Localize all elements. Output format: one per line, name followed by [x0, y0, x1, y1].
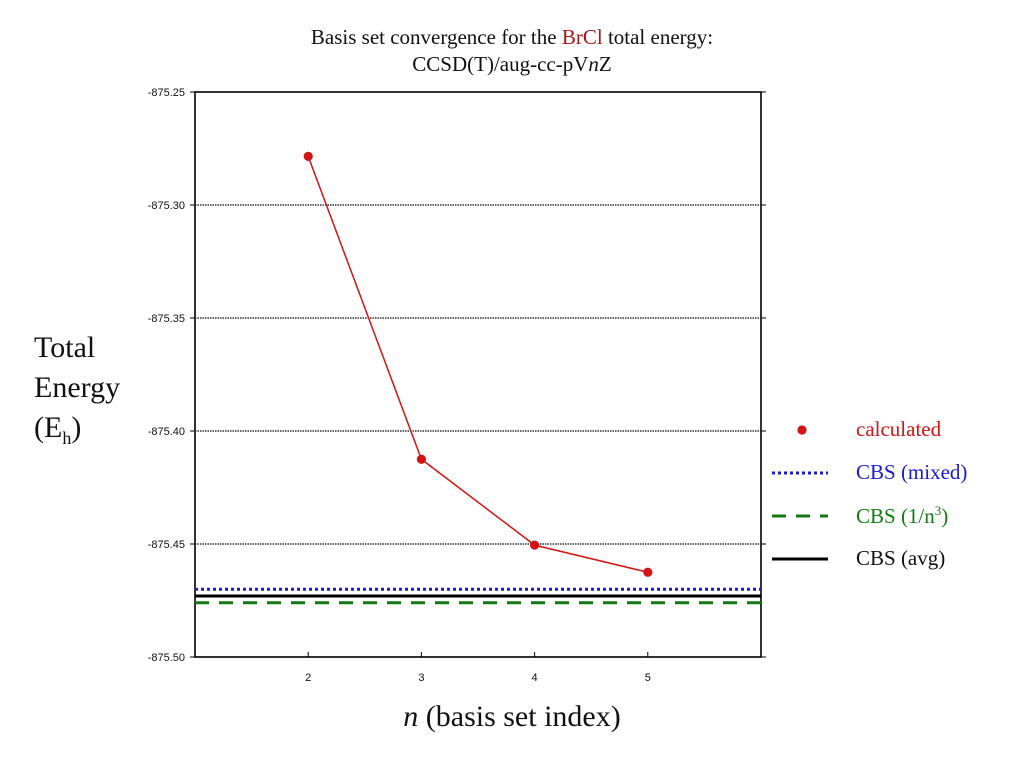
method-suffix: Z: [598, 52, 612, 76]
legend-line-dashed: [772, 514, 828, 518]
method-prefix: CCSD(T)/aug-cc-pV: [412, 52, 589, 76]
y-unit-prefix: (E: [34, 411, 63, 444]
legend-item-cbs-inv-n3: CBS (1/n3): [772, 498, 1012, 541]
legend-inv-n3-prefix: CBS (1/n: [856, 504, 935, 528]
calculated-line: [307, 156, 648, 573]
y-axis-label-line2: Energy: [34, 371, 121, 404]
title-molecule: BrCl: [561, 25, 603, 49]
legend-marker-dot: [797, 425, 807, 435]
chart-title-line2: CCSD(T)/aug-cc-pVnZ: [0, 51, 1024, 78]
calculated-point: [303, 151, 313, 162]
legend-inv-n3-sup: 3: [934, 503, 942, 518]
legend-line-solid: [772, 557, 828, 561]
calculated-series: [303, 151, 653, 577]
grid-lines: [195, 204, 761, 545]
y-tick-label: -875.45: [148, 539, 185, 551]
calculated-point: [530, 540, 540, 550]
y-unit-suffix: ): [71, 411, 82, 444]
x-tick-label: 4: [532, 672, 538, 684]
plot-frame: [194, 91, 762, 658]
y-unit-sub: h: [62, 428, 72, 448]
method-n: n: [588, 52, 599, 76]
x-tick-labels: 2 3 4 5: [305, 652, 651, 684]
legend-label-calculated: calculated: [856, 417, 942, 441]
y-tick-label: -875.50: [148, 652, 185, 664]
legend-label-cbs-mixed: CBS (mixed): [856, 460, 968, 484]
legend: calculated CBS (mixed) CBS (1/n3) CBS (a…: [772, 412, 1012, 584]
y-tick-label: -875.35: [148, 313, 185, 325]
legend-inv-n3-suffix: ): [941, 504, 949, 528]
y-axis-label-line3: (Eh): [34, 408, 120, 458]
legend-label-cbs-inv-n3: CBS (1/n3): [856, 503, 948, 529]
legend-label-cbs-avg: CBS (avg): [856, 546, 946, 570]
y-axis-label: Total Energy (Eh): [34, 328, 120, 458]
legend-item-cbs-avg: CBS (avg): [772, 541, 1012, 584]
y-tick-label: -875.25: [148, 87, 185, 99]
calculated-point: [416, 454, 426, 464]
legend-item-calculated: calculated: [772, 412, 1012, 455]
title-suffix: total energy:: [602, 25, 714, 49]
y-tick-label: -875.30: [148, 200, 185, 212]
calculated-point: [643, 567, 653, 577]
title-prefix: Basis set convergence for the: [310, 25, 562, 49]
y-axis-label-line1: Total: [34, 331, 96, 364]
y-tick-labels: -875.25 -875.30 -875.35 -875.40 -875.45 -875.…: [148, 87, 766, 664]
y-tick-label: -875.40: [148, 426, 185, 438]
cbs-reference-lines: [195, 587, 761, 605]
legend-line-dotted: [772, 471, 828, 475]
x-tick-label: 5: [645, 672, 651, 684]
x-tick-label: 2: [305, 672, 311, 684]
x-axis-label-text: (basis set index): [418, 700, 621, 733]
legend-item-cbs-mixed: CBS (mixed): [772, 455, 1012, 498]
x-tick-label: 3: [418, 672, 424, 684]
chart-title: Basis set convergence for the BrCl total…: [0, 24, 1024, 78]
x-axis-label: n (basis set index): [0, 700, 1024, 734]
x-axis-label-n: n: [403, 700, 419, 733]
chart-title-line1: Basis set convergence for the BrCl total…: [0, 24, 1024, 51]
